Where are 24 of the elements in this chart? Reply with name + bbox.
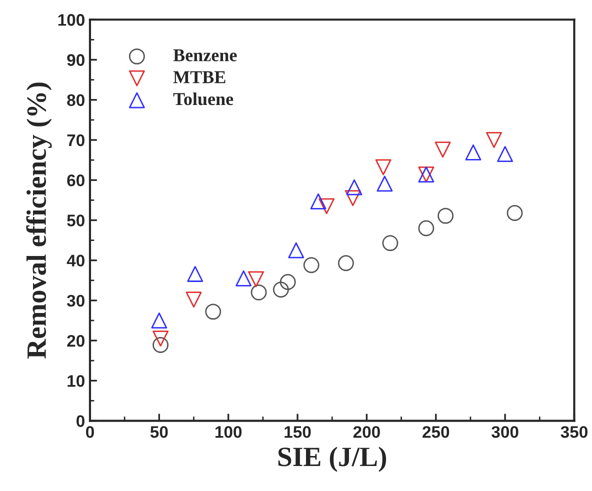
- y-tick-label: 20: [67, 334, 84, 347]
- y-tick-label: 0: [76, 415, 84, 427]
- x-tick-label: 300: [492, 426, 518, 438]
- x-tick-label: 250: [422, 426, 450, 438]
- x-tick-label: 350: [560, 426, 588, 438]
- y-axis-title: Removal efficiency (%): [26, 82, 52, 359]
- legend-label: Toluene: [173, 92, 234, 106]
- x-axis-title: SIE (J/L): [278, 446, 386, 472]
- x-tick-label: 50: [150, 426, 168, 438]
- x-tick-label: 200: [353, 426, 380, 438]
- y-tick-label: 10: [68, 375, 84, 387]
- y-tick-label: 60: [67, 174, 84, 186]
- x-tick-label: 150: [284, 426, 311, 438]
- legend-label: Benzene: [173, 49, 237, 62]
- x-tick-label: 0: [86, 426, 94, 438]
- y-tick-label: 100: [58, 14, 84, 26]
- legend-label: MTBE: [173, 71, 226, 84]
- y-tick-label: 90: [67, 54, 84, 66]
- y-tick-label: 40: [66, 254, 84, 267]
- y-tick-label: 70: [67, 134, 84, 146]
- y-tick-label: 50: [67, 214, 84, 226]
- y-tick-label: 30: [66, 294, 84, 307]
- x-tick-label: 100: [215, 426, 242, 438]
- y-tick-label: 80: [67, 94, 84, 106]
